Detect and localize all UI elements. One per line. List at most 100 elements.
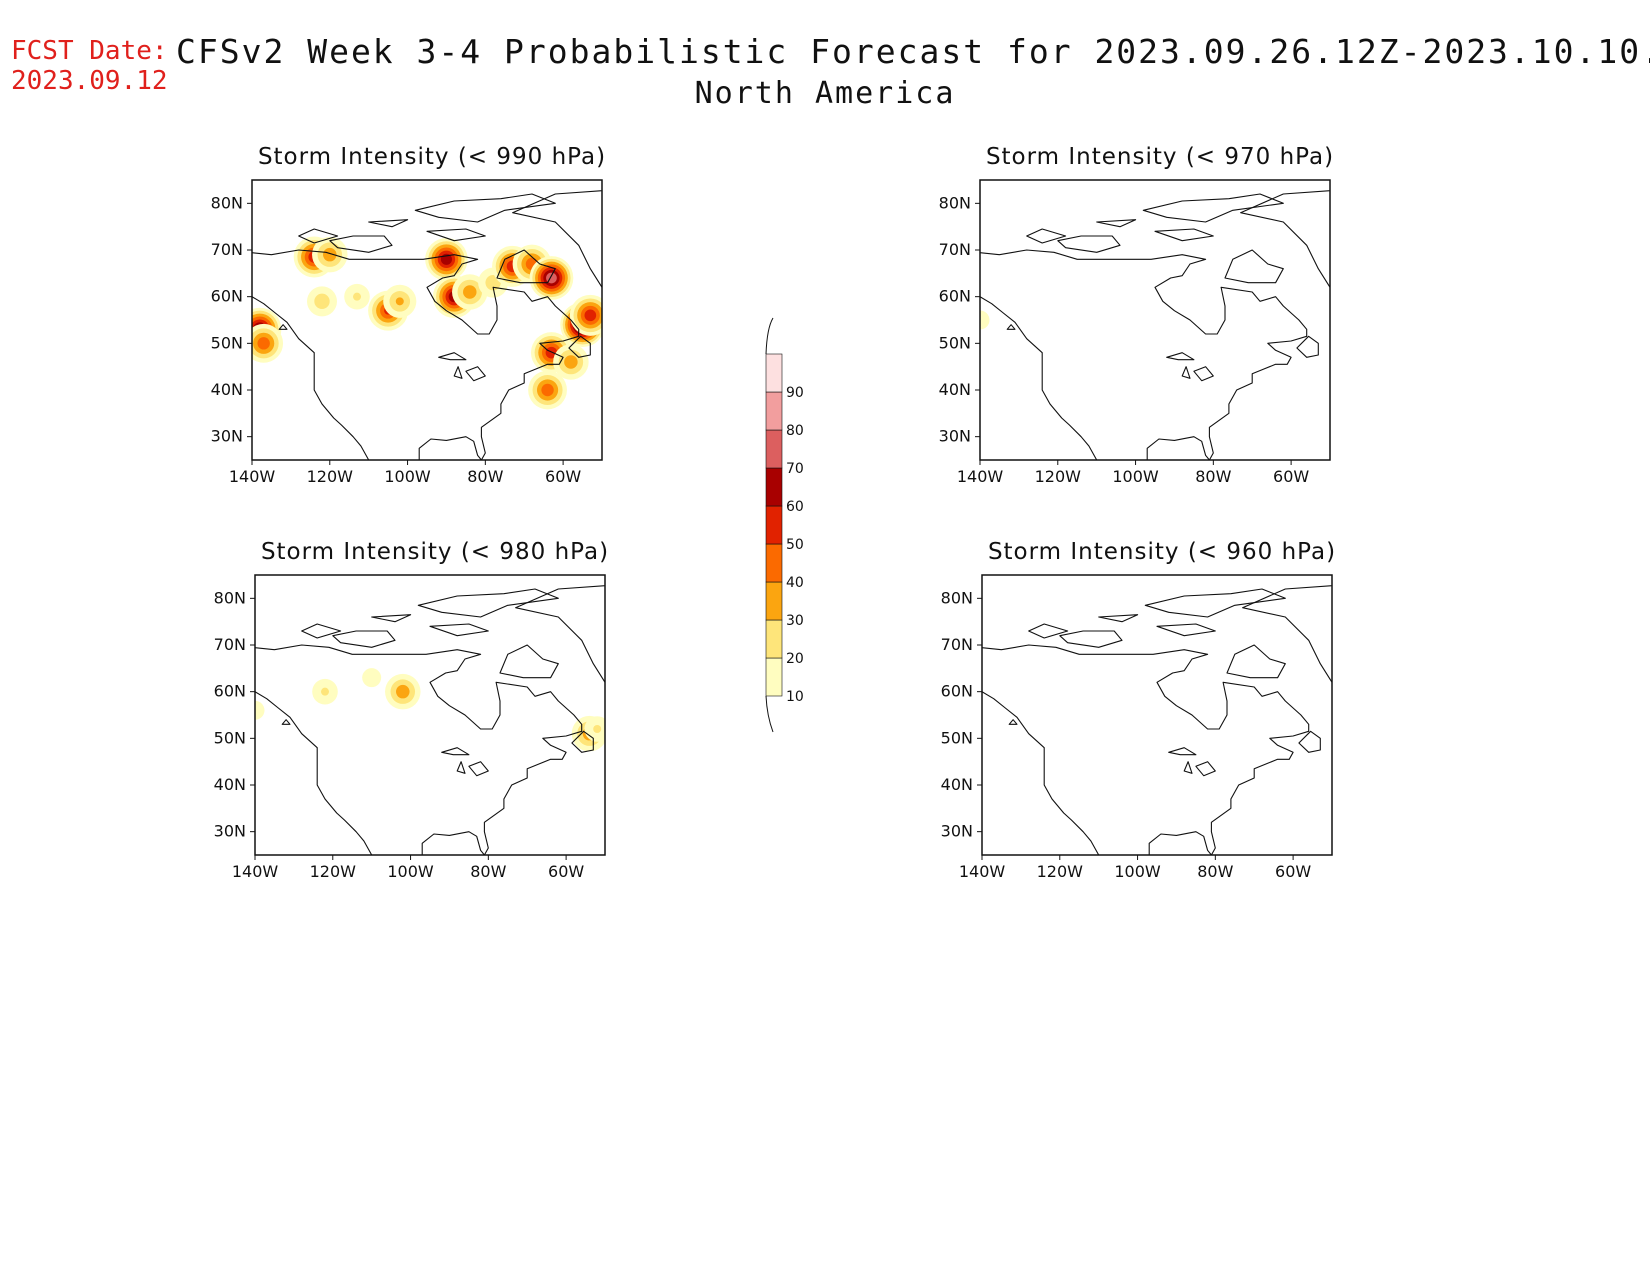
island-outline — [414, 193, 556, 223]
colorbar-label: 60 — [786, 499, 804, 515]
colorbar-swatch — [765, 657, 783, 697]
island-outline — [496, 249, 556, 284]
lat-tick-label: 80N — [939, 193, 971, 212]
colorbar-swatch — [765, 391, 783, 431]
map-panel-960: Storm Intensity (< 960 hPa) 80N 70N 60N 50N 4… — [941, 535, 1352, 895]
island-outline — [1298, 730, 1321, 753]
coastline-layer — [255, 585, 605, 855]
lon-tick-label: 60W — [548, 862, 584, 881]
map-svg: Storm Intensity (< 980 hPa) 80N 70N 60N 50N 4… — [214, 539, 608, 881]
probability-blob — [564, 355, 578, 369]
colorbar-label: 30 — [786, 613, 804, 629]
map-panel-990: Storm Intensity (< 990 hPa) 80N 70N 60N 50N 4… — [211, 140, 622, 500]
colorbar-swatch — [765, 353, 783, 393]
island-outline — [1028, 623, 1069, 639]
colorbar-swatch — [765, 467, 783, 507]
colorbar-label: 40 — [786, 575, 804, 591]
island-outline — [281, 719, 291, 725]
coastline-layer — [980, 190, 1330, 460]
colorbar-swatch — [765, 429, 783, 469]
island-outline — [512, 190, 602, 288]
island-outline — [301, 623, 342, 639]
lat-tick-label: 60N — [941, 682, 973, 701]
island-outline — [278, 324, 288, 330]
island-outline — [1224, 249, 1284, 284]
lat-tick-label: 60N — [211, 287, 243, 306]
map-svg: Storm Intensity (< 990 hPa) 80N 70N 60N 50N 4… — [211, 144, 605, 486]
colorbar-swatch — [765, 505, 783, 545]
island-outline — [571, 730, 594, 753]
island-outline — [1240, 190, 1330, 288]
probability-blob — [396, 684, 410, 699]
island-outline — [1226, 644, 1286, 679]
island-outline — [1296, 335, 1319, 358]
map-frame — [981, 574, 1333, 856]
island-outline — [465, 366, 486, 382]
lat-tick-label: 80N — [214, 588, 246, 607]
map-frame — [251, 179, 603, 461]
colorbar-swatch — [765, 581, 783, 621]
probability-blob — [593, 725, 602, 733]
map-svg: Storm Intensity (< 970 hPa) 80N 70N 60N 50N 4… — [939, 144, 1333, 486]
island-outline — [1006, 324, 1016, 330]
lon-tick-label: 140W — [232, 862, 279, 881]
island-outline — [499, 644, 559, 679]
lon-tick-label: 120W — [310, 862, 357, 881]
island-outline — [368, 219, 409, 228]
probability-blob — [362, 668, 382, 688]
probability-blob — [980, 310, 990, 330]
lat-tick-label: 40N — [214, 775, 246, 794]
lat-tick-label: 50N — [214, 728, 246, 747]
island-outline — [1142, 193, 1284, 223]
map-frame — [979, 179, 1331, 461]
lon-tick-label: 120W — [307, 467, 354, 486]
island-outline — [1168, 747, 1197, 756]
island-outline — [1144, 588, 1286, 618]
fcst-date-label: FCST Date: — [11, 36, 168, 66]
coastline-layer — [252, 190, 602, 460]
colorbar-label: 50 — [786, 537, 804, 553]
island-outline — [1098, 614, 1139, 623]
shading-layer — [255, 668, 605, 752]
lon-tick-label: 100W — [1112, 467, 1159, 486]
lon-tick-label: 60W — [1275, 862, 1311, 881]
island-outline — [429, 623, 489, 637]
probability-blob — [353, 292, 361, 301]
island-outline — [329, 235, 393, 253]
colorbar-label: 20 — [786, 651, 804, 667]
island-outline — [453, 366, 463, 379]
island-outline — [438, 352, 467, 361]
lat-tick-label: 40N — [211, 380, 243, 399]
lat-tick-label: 80N — [941, 588, 973, 607]
probability-blob — [395, 297, 404, 306]
probability-blob — [321, 687, 329, 696]
lat-tick-label: 40N — [941, 775, 973, 794]
probability-colorbar: 10 20 30 40 50 60 70 80 90 — [764, 317, 824, 733]
lon-tick-label: 140W — [959, 862, 1006, 881]
probability-blob — [314, 293, 330, 309]
lon-tick-label: 80W — [1197, 862, 1233, 881]
island-outline — [515, 585, 605, 683]
shading-layer — [980, 310, 990, 330]
lat-tick-label: 30N — [211, 427, 243, 446]
lon-tick-label: 60W — [545, 467, 581, 486]
figure-title: CFSv2 Week 3-4 Probabilistic Forecast fo… — [176, 32, 1650, 71]
colorbar-svg: 10 20 30 40 50 60 70 80 90 — [765, 317, 804, 733]
lat-tick-label: 70N — [939, 240, 971, 259]
lat-tick-label: 60N — [214, 682, 246, 701]
island-outline — [332, 630, 396, 648]
island-outline — [1008, 719, 1018, 725]
lon-tick-label: 120W — [1035, 467, 1082, 486]
probability-blob — [255, 700, 265, 720]
coastline — [980, 249, 1308, 460]
probability-blob — [463, 285, 477, 299]
probability-blob — [584, 309, 597, 322]
region-subtitle: North America — [694, 76, 956, 111]
colorbar-label: 70 — [786, 461, 804, 477]
lat-tick-label: 30N — [939, 427, 971, 446]
island-outline — [1183, 761, 1193, 774]
lon-tick-label: 140W — [957, 467, 1004, 486]
island-outline — [1059, 630, 1123, 648]
probability-blob — [257, 337, 270, 350]
colorbar-label: 80 — [786, 423, 804, 439]
